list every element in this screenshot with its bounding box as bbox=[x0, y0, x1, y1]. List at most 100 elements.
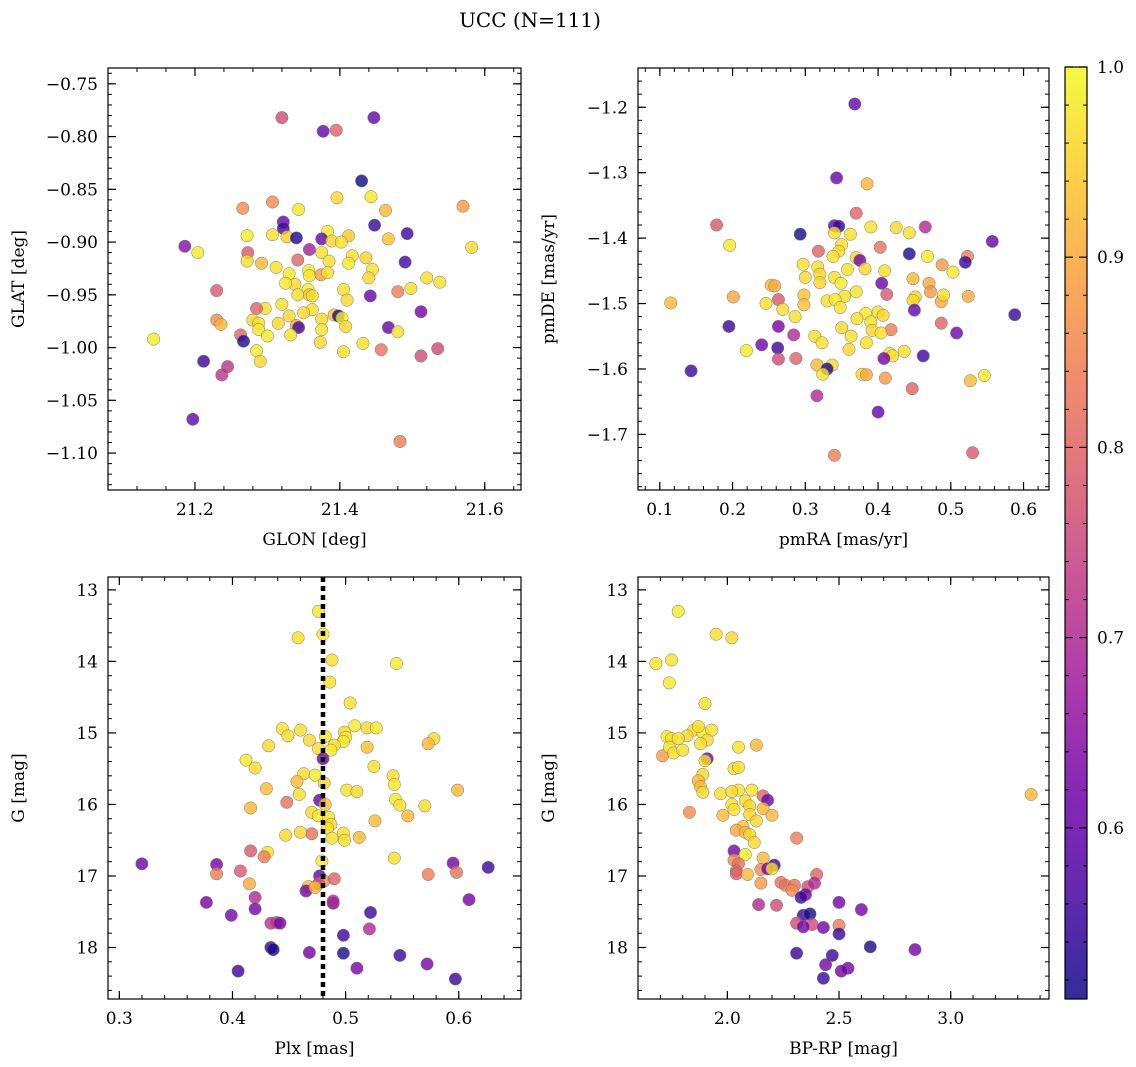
scatter-point bbox=[292, 202, 306, 216]
scatter-point bbox=[281, 729, 295, 743]
scatter-point bbox=[400, 227, 414, 241]
colorbar-tick: 0.6 bbox=[1065, 819, 1124, 839]
scatter-point bbox=[368, 814, 382, 828]
scatter-point bbox=[302, 243, 316, 256]
x-tick: 0.3 bbox=[792, 68, 819, 520]
scatter-point bbox=[404, 282, 418, 295]
y-tick-label: −1.7 bbox=[587, 425, 628, 445]
scatter-point bbox=[827, 226, 841, 240]
x-tick: 0.4 bbox=[219, 577, 246, 1029]
scatter-point bbox=[465, 240, 479, 254]
scatter-point bbox=[352, 830, 366, 844]
scatter-point bbox=[698, 697, 712, 711]
scatter-point bbox=[191, 246, 205, 260]
y-tick: 17 bbox=[76, 867, 521, 887]
scatter-point bbox=[832, 895, 846, 909]
scatter-point bbox=[961, 289, 975, 303]
scatter-point bbox=[771, 352, 785, 366]
scatter-point bbox=[337, 345, 350, 359]
colorbar-tick-label: 0.6 bbox=[1097, 819, 1124, 839]
colorbar-tick-label: 1.0 bbox=[1097, 58, 1124, 78]
scatter-point bbox=[381, 232, 395, 246]
scatter-point bbox=[765, 808, 779, 822]
scatter-point bbox=[316, 124, 330, 138]
x-tick: 0.2 bbox=[719, 68, 746, 520]
scatter-point bbox=[849, 206, 863, 220]
y-tick-label: 18 bbox=[76, 939, 98, 959]
scatter-point bbox=[790, 946, 804, 960]
y-tick-label: −1.4 bbox=[587, 229, 628, 249]
y-tick-label: 13 bbox=[606, 581, 628, 601]
scatter-point bbox=[199, 895, 213, 909]
colorbar-tick: 1.0 bbox=[1065, 58, 1124, 78]
scatter-point bbox=[431, 342, 445, 356]
scatter-point bbox=[682, 805, 696, 819]
scatter-point bbox=[834, 964, 848, 978]
y-tick: −1.5 bbox=[587, 295, 1049, 315]
scatter-point bbox=[950, 326, 964, 340]
scatter-point bbox=[842, 342, 856, 356]
y-axis-label: pmDE [mas/yr] bbox=[539, 214, 559, 344]
scatter-point bbox=[340, 293, 354, 307]
scatter-point bbox=[315, 323, 329, 337]
scatter-point bbox=[649, 657, 663, 670]
scatter-point bbox=[289, 231, 303, 245]
scatter-point bbox=[745, 783, 759, 797]
scatter-point bbox=[864, 220, 878, 234]
scatter-point bbox=[747, 835, 761, 849]
scatter-point bbox=[393, 798, 407, 812]
scatter-point bbox=[293, 825, 307, 839]
scatter-point bbox=[414, 349, 428, 363]
scatter-point bbox=[239, 753, 253, 767]
y-tick: 16 bbox=[606, 795, 1049, 815]
scatter-point bbox=[291, 253, 305, 267]
x-tick: 2.0 bbox=[714, 577, 741, 1029]
scatter-point bbox=[401, 809, 415, 823]
scatter-point bbox=[236, 201, 250, 215]
scatter-point bbox=[741, 868, 754, 881]
scatter-point bbox=[874, 326, 888, 340]
scatter-point bbox=[771, 341, 785, 355]
scatter-point bbox=[966, 446, 980, 460]
y-tick: 18 bbox=[76, 939, 521, 959]
x-tick: 3.0 bbox=[937, 577, 964, 1029]
x-tick: 21.6 bbox=[466, 68, 504, 520]
colorbar-tick-label: 0.9 bbox=[1097, 248, 1124, 268]
x-tick: 0.5 bbox=[332, 577, 359, 1029]
scatter-point bbox=[827, 448, 841, 462]
scatter-point bbox=[355, 174, 369, 188]
colorbar-tick: 0.8 bbox=[1065, 438, 1124, 458]
scatter-point bbox=[815, 336, 829, 350]
y-tick-label: 13 bbox=[76, 581, 98, 601]
x-tick-label: 21.2 bbox=[176, 500, 214, 520]
scatter-point bbox=[178, 239, 192, 253]
scatter-point bbox=[305, 827, 319, 841]
x-tick: 0.3 bbox=[106, 577, 133, 1029]
scatter-point bbox=[284, 328, 298, 342]
y-tick-label: 15 bbox=[606, 724, 628, 744]
scatter-point bbox=[215, 368, 229, 382]
scatter-point bbox=[302, 733, 316, 747]
y-tick: 14 bbox=[76, 652, 521, 672]
axes-frame bbox=[107, 576, 522, 1000]
scatter-point bbox=[934, 316, 948, 330]
scatter-point bbox=[369, 721, 383, 735]
y-tick: 13 bbox=[76, 581, 521, 601]
scatter-point bbox=[302, 269, 316, 283]
y-tick: −0.75 bbox=[46, 75, 521, 95]
scatter-point bbox=[367, 111, 381, 125]
scatter-point bbox=[841, 263, 854, 276]
scatter-point bbox=[359, 251, 373, 265]
scatter-point bbox=[291, 631, 305, 645]
scatter-point bbox=[725, 785, 739, 799]
scatter-point bbox=[785, 883, 799, 897]
axes-frame bbox=[107, 67, 522, 491]
y-tick: −1.3 bbox=[587, 164, 1049, 184]
scatter-point bbox=[727, 803, 741, 816]
scatter-points bbox=[649, 604, 1038, 985]
scatter-point bbox=[880, 287, 894, 301]
scatter-point bbox=[849, 285, 863, 299]
y-tick-label: 15 bbox=[76, 724, 98, 744]
scatter-point bbox=[462, 893, 476, 907]
